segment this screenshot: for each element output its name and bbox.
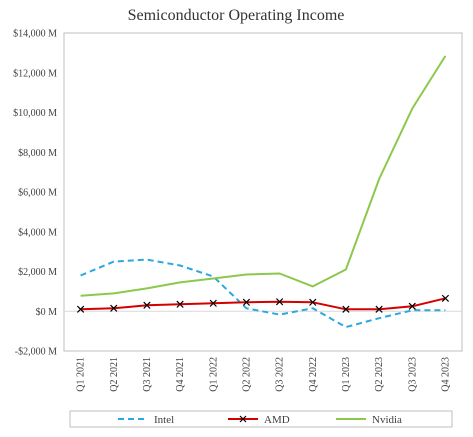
y-tick-label: $2,000 M	[18, 267, 57, 278]
x-tick-label: Q3 2022	[275, 357, 286, 392]
legend-label-amd: AMD	[264, 414, 290, 426]
y-tick-label: $8,000 M	[18, 148, 57, 159]
chart-title: Semiconductor Operating Income	[128, 7, 345, 24]
x-tick-label: Q1 2021	[76, 357, 87, 392]
x-tick-label: Q3 2023	[407, 357, 418, 392]
data-point-amd	[441, 294, 450, 302]
data-point-amd	[209, 299, 217, 307]
x-tick-label: Q3 2021	[142, 357, 153, 392]
legend-box	[69, 410, 453, 428]
y-tick-label: -$2,000 M	[15, 347, 57, 358]
series-line-intel	[80, 258, 446, 329]
series-line-amd	[80, 297, 446, 311]
legend-label-intel: Intel	[154, 414, 174, 426]
y-tick-label: $0 M	[36, 307, 58, 318]
x-tick-label: Q4 2022	[308, 357, 319, 392]
data-point-amd	[176, 300, 184, 308]
x-tick-label: Q2 2023	[374, 357, 385, 392]
x-tick-label: Q4 2021	[175, 357, 186, 392]
y-tick-label: $6,000 M	[18, 188, 57, 199]
legend-label-nvidia: Nvidia	[372, 414, 402, 426]
legend: Intel AMD Nvidia	[69, 410, 453, 428]
x-tick-label: Q2 2021	[109, 357, 120, 392]
plot-area-border	[63, 32, 463, 352]
y-tick-label: $4,000 M	[18, 227, 57, 238]
series-line-nvidia	[80, 55, 447, 297]
x-tick-label: Q2 2022	[241, 357, 252, 392]
y-tick-label: $14,000 M	[13, 29, 57, 40]
x-tick-label: Q4 2023	[440, 357, 451, 392]
x-tick-label: Q1 2023	[341, 357, 352, 392]
y-tick-label: $10,000 M	[13, 108, 57, 119]
y-tick-label: $12,000 M	[13, 68, 57, 79]
data-point-amd	[309, 298, 317, 306]
legend-marker-amd	[239, 415, 247, 423]
axes: -$2,000 M $0 M $2,000 M $4,000 M $6,000 M $8,…	[13, 29, 463, 392]
x-tick-label: Q1 2022	[208, 357, 219, 392]
data-point-amd	[143, 301, 151, 309]
data-point-amd	[242, 298, 251, 306]
data-point-amd	[76, 305, 85, 313]
data-point-amd	[275, 298, 284, 306]
data-point-amd	[342, 305, 350, 313]
series-layer	[76, 55, 450, 329]
data-point-amd	[375, 305, 383, 313]
data-point-amd	[408, 302, 416, 310]
data-point-amd	[110, 304, 118, 312]
